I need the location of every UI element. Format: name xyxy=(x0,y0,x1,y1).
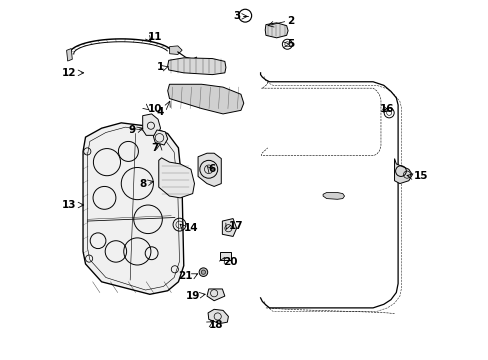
Circle shape xyxy=(201,270,205,274)
Polygon shape xyxy=(169,46,182,54)
Polygon shape xyxy=(323,193,344,199)
Text: 5: 5 xyxy=(287,39,294,49)
Text: 20: 20 xyxy=(223,257,237,267)
Polygon shape xyxy=(206,289,224,301)
Polygon shape xyxy=(167,84,244,114)
Text: 7: 7 xyxy=(151,143,159,153)
Text: 11: 11 xyxy=(148,32,162,42)
Text: 16: 16 xyxy=(380,104,394,113)
Polygon shape xyxy=(153,130,167,145)
Polygon shape xyxy=(66,49,72,61)
Text: 6: 6 xyxy=(208,164,216,174)
Polygon shape xyxy=(394,158,411,184)
Polygon shape xyxy=(159,158,194,198)
Polygon shape xyxy=(220,252,230,260)
Text: 9: 9 xyxy=(128,125,135,135)
Text: 12: 12 xyxy=(62,68,77,78)
Polygon shape xyxy=(222,219,236,237)
Text: 19: 19 xyxy=(185,291,200,301)
Text: 15: 15 xyxy=(413,171,428,181)
Polygon shape xyxy=(167,58,225,75)
Polygon shape xyxy=(198,153,221,186)
Text: 18: 18 xyxy=(208,320,223,330)
Polygon shape xyxy=(264,23,287,38)
Text: 1: 1 xyxy=(157,63,164,72)
Polygon shape xyxy=(142,114,160,135)
Text: 14: 14 xyxy=(183,223,198,233)
Text: 10: 10 xyxy=(148,104,162,113)
Text: 3: 3 xyxy=(232,11,240,21)
Text: 8: 8 xyxy=(139,179,146,189)
Text: 2: 2 xyxy=(287,16,294,26)
Polygon shape xyxy=(83,123,183,294)
Text: 4: 4 xyxy=(157,107,164,117)
Text: 17: 17 xyxy=(228,221,243,231)
Circle shape xyxy=(199,268,207,276)
Polygon shape xyxy=(207,309,228,324)
Text: 21: 21 xyxy=(178,271,192,282)
Text: 13: 13 xyxy=(62,200,77,210)
